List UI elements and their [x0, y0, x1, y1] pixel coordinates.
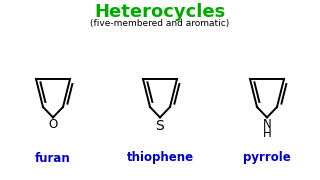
Text: thiophene: thiophene [126, 152, 194, 165]
Text: pyrrole: pyrrole [243, 152, 291, 165]
Text: S: S [156, 119, 164, 133]
Text: N: N [263, 118, 271, 131]
Text: Heterocycles: Heterocycles [94, 3, 226, 21]
Text: H: H [263, 127, 271, 140]
Text: (five-membered and aromatic): (five-membered and aromatic) [90, 19, 230, 28]
Text: O: O [48, 118, 58, 131]
Text: furan: furan [35, 152, 71, 165]
